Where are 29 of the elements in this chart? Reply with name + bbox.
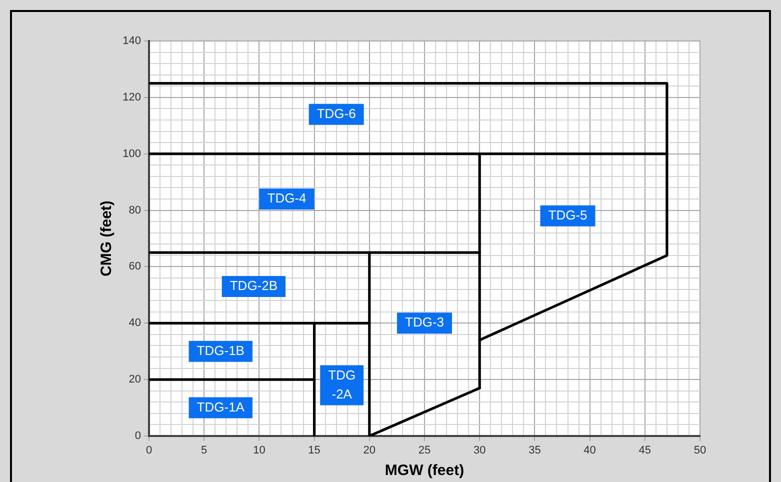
annotation: TDG-1A xyxy=(196,399,245,414)
x-tick-label: 45 xyxy=(638,444,652,457)
x-axis-title: MGW (feet) xyxy=(384,462,464,480)
y-tick-label: 120 xyxy=(122,91,141,104)
annotation: TDG-6 xyxy=(316,106,356,121)
y-tick-label: 20 xyxy=(128,374,141,386)
x-tick-label: 25 xyxy=(418,444,431,457)
y-tick-label: 80 xyxy=(128,204,141,216)
x-tick-label: 30 xyxy=(473,444,486,457)
y-tick-label: 40 xyxy=(128,317,141,330)
y-tick-label: 0 xyxy=(134,430,141,442)
y-axis-title: CMG (feet) xyxy=(98,200,116,276)
x-tick-label: 40 xyxy=(584,444,596,457)
x-tick-label: 5 xyxy=(201,444,208,457)
annotation: TDG-2B xyxy=(230,278,278,294)
x-tick-label: 15 xyxy=(308,444,320,457)
x-tick-label: 10 xyxy=(253,444,266,457)
x-tick-label: 35 xyxy=(528,444,541,457)
annotation: TDG -2A xyxy=(328,367,356,402)
x-tick-label: 0 xyxy=(146,444,152,457)
x-tick-label: 20 xyxy=(363,444,376,457)
y-tick-label: 100 xyxy=(122,148,141,160)
annotation: TDG-5 xyxy=(548,208,588,223)
y-tick-label: 60 xyxy=(128,260,141,273)
annotation: TDG-4 xyxy=(267,190,306,206)
annotation: TDG-1B xyxy=(196,342,244,358)
y-tick-label: 140 xyxy=(122,35,141,48)
annotation: TDG-3 xyxy=(405,314,444,330)
x-tick-label: 50 xyxy=(694,444,706,457)
